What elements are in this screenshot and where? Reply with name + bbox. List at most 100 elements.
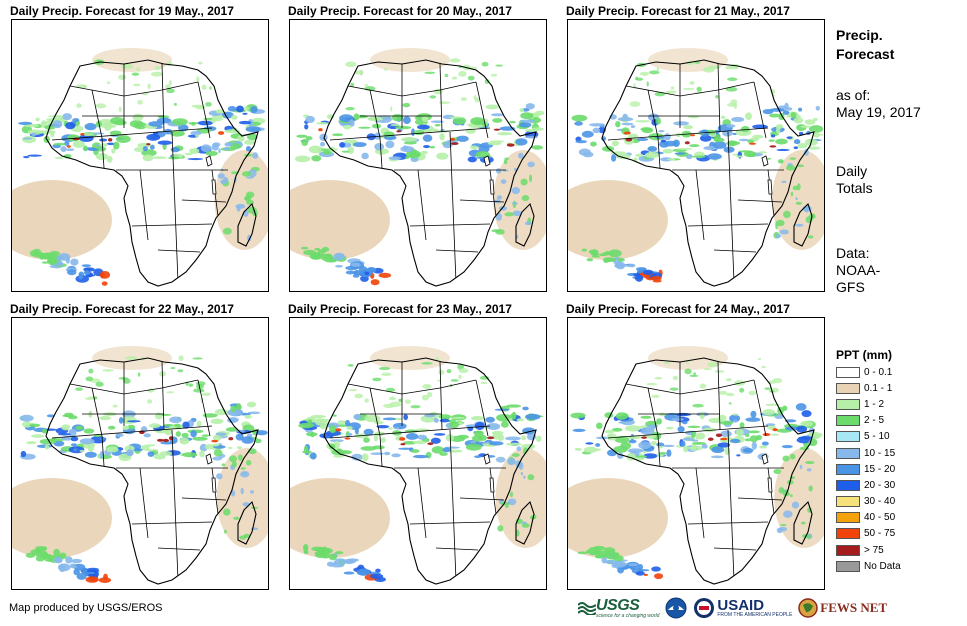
sidebar-title-line2: Forecast <box>836 46 895 62</box>
precip-cell <box>146 399 153 404</box>
precip-cell <box>591 255 601 258</box>
precip-cell <box>776 219 785 227</box>
precip-cell <box>216 473 223 480</box>
precip-cell <box>381 372 392 376</box>
africa-map <box>12 346 268 585</box>
precip-cell <box>224 142 233 147</box>
precip-cell <box>423 145 431 149</box>
precip-cell <box>575 140 588 144</box>
noaa-logo <box>665 597 687 619</box>
precip-cell <box>391 113 404 122</box>
precip-cell <box>467 156 477 163</box>
precip-cell <box>711 446 725 454</box>
country-border <box>101 137 105 169</box>
precip-cell <box>354 427 359 435</box>
country-border <box>449 131 457 283</box>
legend-title: PPT (mm) <box>836 348 893 362</box>
legend-label: No Data <box>864 560 901 572</box>
precip-cell <box>363 269 374 272</box>
legend-label: 10 - 15 <box>864 447 896 459</box>
precip-cell <box>195 381 206 387</box>
precip-cell <box>215 109 224 114</box>
precip-cell <box>670 86 675 90</box>
precip-cell <box>414 115 421 120</box>
precip-cell <box>646 424 659 428</box>
precip-cell <box>680 440 686 447</box>
precip-cell <box>749 137 760 140</box>
precip-cell <box>200 144 212 152</box>
precip-cell <box>666 449 672 457</box>
precip-field <box>12 346 268 583</box>
precip-map <box>289 19 547 292</box>
precip-cell <box>163 423 174 427</box>
coastline <box>515 500 535 545</box>
precip-cell <box>500 179 507 184</box>
precip-cell <box>658 445 663 449</box>
precip-cell <box>125 449 134 457</box>
country-border <box>475 81 489 139</box>
precip-cell <box>136 67 140 72</box>
precip-cell <box>505 442 522 446</box>
precip-cell <box>651 275 662 281</box>
precip-cell <box>663 361 671 364</box>
forecast-panel-6: Daily Precip. Forecast for 24 May., 2017 <box>566 301 825 590</box>
precip-cell <box>72 140 85 148</box>
country-border <box>409 223 491 227</box>
africa-map <box>568 346 824 585</box>
precip-cell <box>166 61 173 67</box>
precip-cell <box>155 412 163 420</box>
precip-cell <box>497 132 513 136</box>
precip-cell <box>707 153 722 160</box>
precip-cell <box>70 258 79 266</box>
precip-cell <box>641 436 647 439</box>
precip-cell <box>518 462 524 470</box>
precip-cell <box>623 131 631 135</box>
precip-cell <box>99 437 107 441</box>
precip-cell <box>422 134 433 142</box>
legend-label: 1 - 2 <box>864 398 885 410</box>
precip-cell <box>687 425 701 429</box>
precip-cell <box>27 154 42 157</box>
precip-map <box>567 317 825 590</box>
precip-cell <box>333 454 344 458</box>
precip-cell <box>783 510 793 518</box>
precip-cell <box>36 444 53 449</box>
precip-cell <box>314 552 326 558</box>
precip-cell <box>87 443 95 452</box>
precip-cell <box>495 456 506 463</box>
precip-cell <box>458 368 469 374</box>
precip-cell <box>225 427 239 432</box>
precip-cell <box>658 412 666 417</box>
coastline <box>793 202 813 247</box>
precip-cell <box>244 139 256 145</box>
africa-map <box>290 346 546 585</box>
precip-cell <box>519 122 532 128</box>
precip-cell <box>458 70 467 77</box>
precip-cell <box>424 71 436 75</box>
precip-cell <box>772 377 783 384</box>
precip-cell <box>132 113 144 121</box>
precip-cell <box>521 522 530 528</box>
precip-cell <box>739 387 745 393</box>
precip-cell <box>196 420 202 427</box>
precip-cell <box>304 124 309 130</box>
precip-cell <box>353 142 367 148</box>
panel-title: Daily Precip. Forecast for 20 May., 2017 <box>288 4 512 18</box>
precip-cell <box>243 153 253 157</box>
precip-field <box>290 48 546 286</box>
precip-cell <box>311 546 324 552</box>
precip-cell <box>388 396 396 401</box>
precip-cell <box>633 157 638 162</box>
precip-cell <box>786 136 793 139</box>
precip-cell <box>522 406 529 411</box>
precip-cell <box>209 86 212 90</box>
precip-cell <box>527 161 535 168</box>
precip-cell <box>615 412 628 420</box>
precip-cell <box>413 129 425 136</box>
precip-field <box>568 48 824 283</box>
precip-cell <box>793 117 804 124</box>
precip-cell <box>246 133 258 141</box>
precip-cell <box>793 146 799 150</box>
precip-cell <box>485 416 495 423</box>
precip-cell <box>672 375 679 381</box>
